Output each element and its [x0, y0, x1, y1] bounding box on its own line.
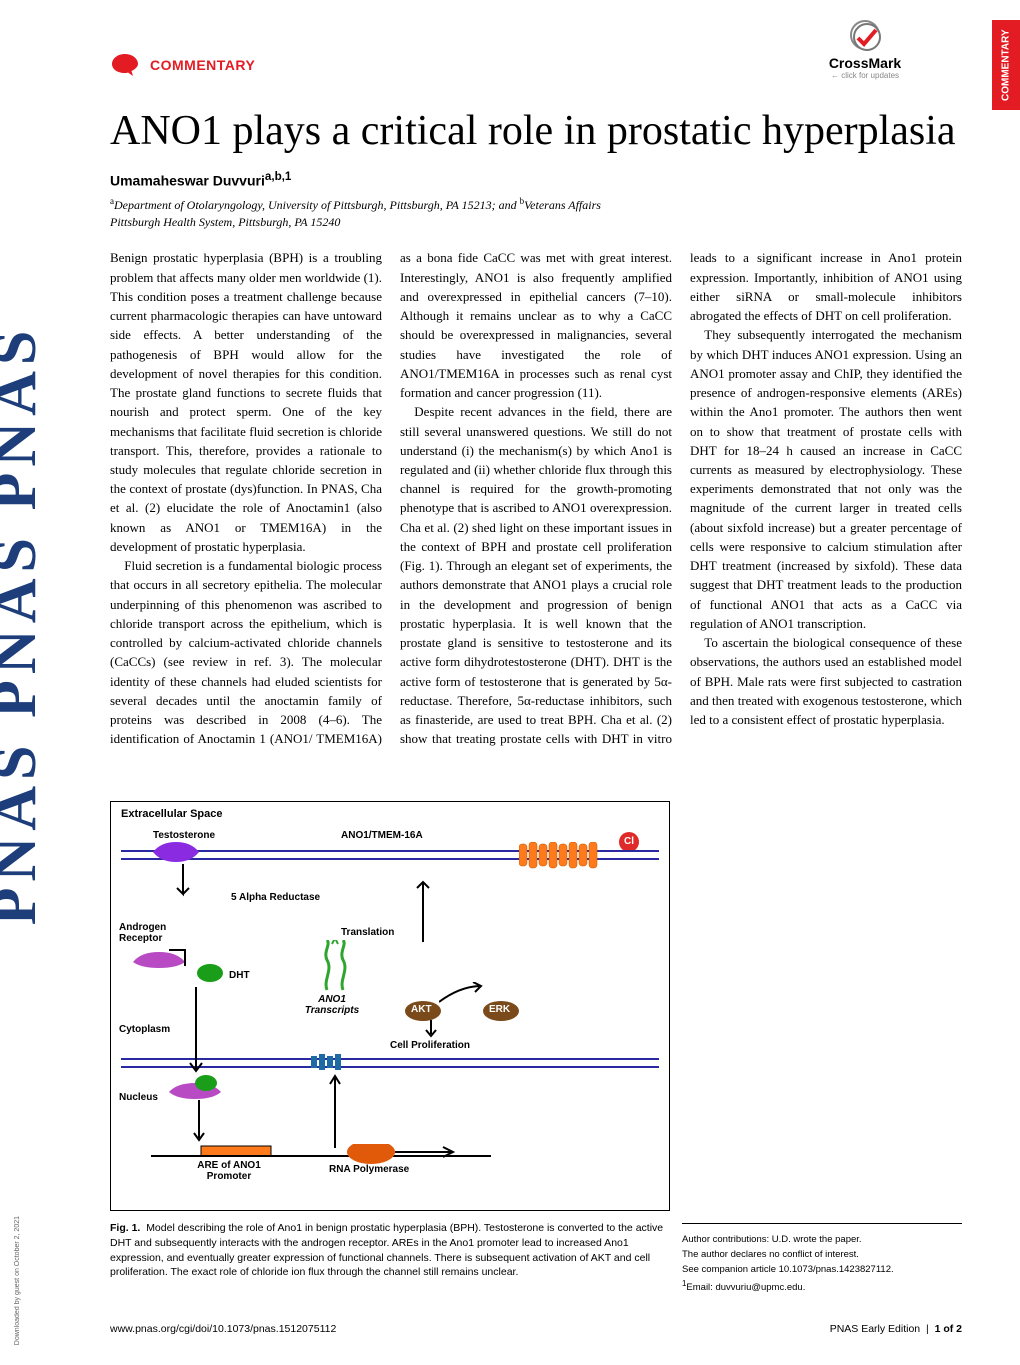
fig-label-ano1: ANO1/TMEM-16A [341, 830, 423, 841]
fig-label-translation: Translation [341, 927, 394, 938]
arrow-right-icon [439, 982, 489, 1006]
figure-1: Extracellular Space Testosterone ANO1/TM… [110, 801, 670, 1280]
arrow-down-icon [186, 987, 206, 1077]
fig-label-cytoplasm: Cytoplasm [119, 1024, 170, 1035]
androgen-receptor-icon [131, 948, 187, 972]
channel-icon [519, 842, 609, 870]
dht-icon [195, 962, 225, 984]
page-number: PNAS Early Edition | 1 of 2 [830, 1323, 962, 1335]
crossmark-icon [850, 20, 880, 50]
arrow-up-icon [411, 872, 435, 942]
dht-nucleus-icon [193, 1074, 219, 1092]
cl-badge: Cl [619, 832, 639, 852]
companion-article: See companion article 10.1073/pnas.14238… [682, 1262, 962, 1277]
paragraph: Benign prostatic hyperplasia (BPH) is a … [110, 248, 382, 556]
fig-label-ar: Androgen Receptor [119, 922, 179, 944]
arrow-down-icon [189, 1100, 209, 1146]
conflict-statement: The author declares no conflict of inter… [682, 1247, 962, 1262]
pnas-sidebar-logo: PNAS PNAS PNAS [0, 125, 70, 1125]
transcript-export-icon [311, 1054, 355, 1070]
translation-icon [319, 940, 355, 996]
fig-label-transcripts: ANO1 Transcripts [297, 994, 367, 1016]
author-name: Umamaheswar Duvvuria,b,1 [110, 170, 962, 189]
crossmark-badge[interactable]: CrossMark ← click for updates [810, 20, 920, 80]
testosterone-icon [151, 840, 201, 864]
crossmark-subtext: ← click for updates [810, 71, 920, 80]
page-footer: www.pnas.org/cgi/doi/10.1073/pnas.151207… [110, 1323, 962, 1335]
commentary-label: COMMENTARY [150, 57, 255, 73]
arrow-down-icon [421, 1020, 441, 1042]
svg-text:PNAS PNAS PNAS: PNAS PNAS PNAS [0, 325, 49, 926]
fig-label-are: ARE of ANO1 Promoter [189, 1160, 269, 1182]
fig-label-dht: DHT [229, 970, 250, 981]
fig-label-rnapol: RNA Polymerase [329, 1164, 409, 1175]
article-title: ANO1 plays a critical role in prostatic … [110, 108, 962, 154]
fig-label-nucleus: Nucleus [119, 1092, 158, 1103]
body-columns: Benign prostatic hyperplasia (BPH) is a … [110, 248, 962, 748]
download-note: Downloaded by guest on October 2, 2021 [14, 1216, 21, 1345]
paragraph: They subsequently interrogated the mecha… [690, 325, 962, 633]
fig-label-erk: ERK [489, 1004, 510, 1015]
doi-link[interactable]: www.pnas.org/cgi/doi/10.1073/pnas.151207… [110, 1323, 336, 1335]
commentary-tab: COMMENTARY [992, 20, 1020, 110]
fig-label-reductase: 5 Alpha Reductase [231, 892, 320, 903]
crossmark-text: CrossMark [810, 55, 920, 71]
arrow-down-icon [173, 864, 193, 904]
figure-diagram: Extracellular Space Testosterone ANO1/TM… [110, 801, 670, 1211]
arrow-up-icon [325, 1070, 345, 1148]
figure-caption: Fig. 1. Model describing the role of Ano… [110, 1221, 670, 1280]
fig-label-akt: AKT [411, 1004, 432, 1015]
footer-notes: Author contributions: U.D. wrote the pap… [682, 1223, 962, 1295]
affiliations: aDepartment of Otolaryngology, Universit… [110, 195, 650, 231]
fig-label-extracellular: Extracellular Space [121, 808, 223, 820]
author-contributions: Author contributions: U.D. wrote the pap… [682, 1232, 962, 1247]
speech-bubble-icon [110, 52, 140, 78]
corresponding-email: 1Email: duvvuriu@upmc.edu. [682, 1278, 962, 1295]
paragraph: To ascertain the biological consequence … [690, 633, 962, 729]
